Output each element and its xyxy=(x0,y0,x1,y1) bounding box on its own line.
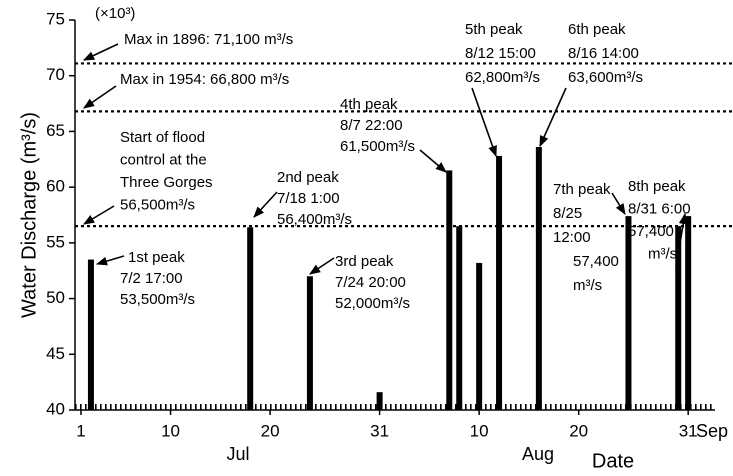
peak-label: 8/25 xyxy=(553,205,582,222)
bar xyxy=(446,170,453,410)
x-tick-label: 31 xyxy=(679,421,698,440)
arrow xyxy=(253,191,278,218)
y-tick-label: 45 xyxy=(46,344,65,363)
bar xyxy=(496,155,503,410)
arrow xyxy=(309,257,335,275)
reference-label: 56,500m³/s xyxy=(120,196,195,213)
arrow xyxy=(83,205,115,225)
reference-label: control at the xyxy=(120,151,207,168)
arrow xyxy=(611,192,626,215)
x-tick-label: 1 xyxy=(76,421,85,440)
arrow xyxy=(83,85,117,109)
x-tick-label: 10 xyxy=(470,421,489,440)
x-tick-label: 20 xyxy=(261,421,280,440)
bar xyxy=(625,216,632,410)
y-axis-label: Water Discharge (m³/s) xyxy=(18,112,40,318)
reference-label: Three Gorges xyxy=(120,174,213,191)
bar xyxy=(456,226,463,410)
y-tick-label: 75 xyxy=(46,9,65,28)
peak-label: 7th peak xyxy=(553,181,611,198)
peak-label: 2nd peak xyxy=(277,169,339,186)
y-tick-label: 40 xyxy=(46,399,65,418)
arrow xyxy=(82,43,119,61)
peak-label: 7/2 17:00 xyxy=(120,270,183,287)
month-label: Jul xyxy=(226,444,249,464)
bar xyxy=(476,262,483,410)
y-tick-label: 55 xyxy=(46,232,65,251)
bar xyxy=(87,259,94,410)
arrow xyxy=(539,87,567,148)
bar xyxy=(247,227,254,410)
y-tick-label: 60 xyxy=(46,177,65,196)
bar xyxy=(675,226,682,410)
x-axis-label: Date xyxy=(592,450,634,472)
arrow xyxy=(675,212,688,267)
y-tick-label: 70 xyxy=(46,65,65,84)
y-tick-label: 50 xyxy=(46,288,65,307)
peak-label: 6th peak xyxy=(568,21,626,38)
peak-label: 3rd peak xyxy=(335,253,394,270)
month-label: Sep xyxy=(696,421,728,441)
peak-label: 52,000m³/s xyxy=(335,295,410,312)
peak-label: 8th peak xyxy=(628,178,686,195)
peak-label: 7/24 20:00 xyxy=(335,274,406,291)
peak-label: 12:00 xyxy=(553,229,591,246)
x-tick-label: 20 xyxy=(569,421,588,440)
reference-label: Start of flood xyxy=(120,129,205,146)
y-tick-label: 65 xyxy=(46,121,65,140)
peak-label: 7/18 1:00 xyxy=(277,190,340,207)
peak-label: 61,500m³/s xyxy=(340,138,415,155)
peak-label: 53,500m³/s xyxy=(120,291,195,308)
x-tick-label: 31 xyxy=(370,421,389,440)
peak-label: m³/s xyxy=(648,245,677,262)
arrow xyxy=(419,149,447,173)
peak-label: m³/s xyxy=(573,277,602,294)
y-unit-note: (×10³) xyxy=(95,5,135,22)
peak-label: 57,400 xyxy=(573,253,619,270)
arrow xyxy=(471,87,497,158)
reference-label: Max in 1954: 66,800 m³/s xyxy=(120,71,289,88)
peak-label: 56,400m³/s xyxy=(277,211,352,228)
bar xyxy=(685,216,692,410)
x-tick-label: 10 xyxy=(161,421,180,440)
arrow xyxy=(95,255,125,266)
bar xyxy=(535,147,542,410)
peak-label: 1st peak xyxy=(128,249,185,266)
peak-label: 8/7 22:00 xyxy=(340,117,403,134)
peak-label: 8/31 6:00 xyxy=(628,200,691,217)
bar xyxy=(306,276,313,410)
bar xyxy=(376,392,383,410)
peak-label: 63,600m³/s xyxy=(568,69,643,86)
peak-label: 57,400 xyxy=(628,223,674,240)
peak-label: 62,800m³/s xyxy=(465,69,540,86)
peak-label: 8/12 15:00 xyxy=(465,45,536,62)
reference-label: Max in 1896: 71,100 m³/s xyxy=(124,31,293,48)
month-label: Aug xyxy=(522,444,554,464)
peak-label: 4th peak xyxy=(340,96,398,113)
peak-label: 8/16 14:00 xyxy=(568,45,639,62)
peak-label: 5th peak xyxy=(465,21,523,38)
